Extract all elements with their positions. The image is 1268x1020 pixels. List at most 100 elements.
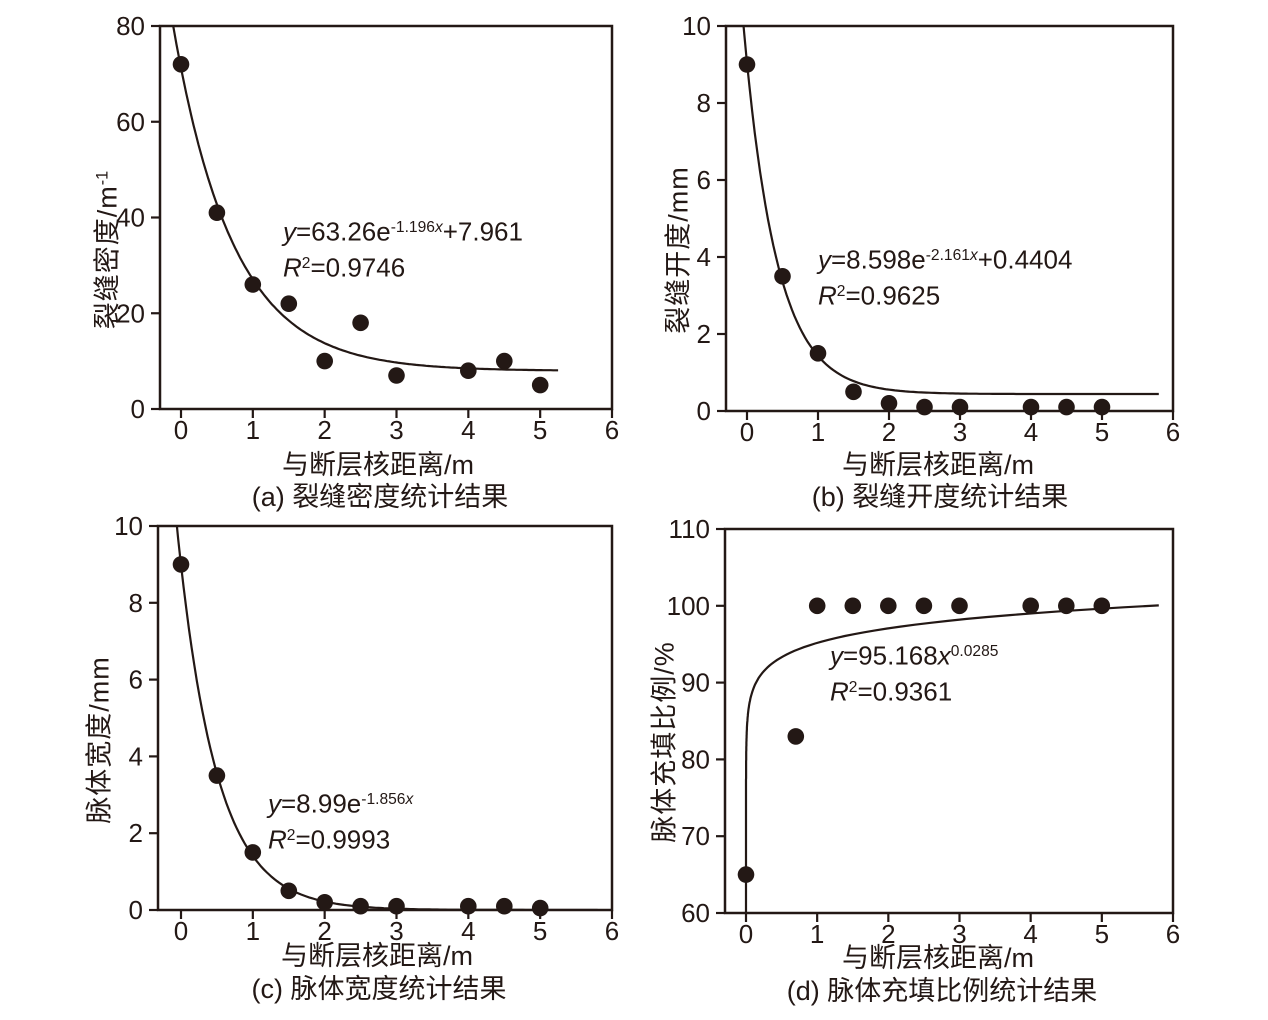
fit-r2: R2=0.9746 xyxy=(283,252,406,283)
x-axis-ticks-b: 0 1 2 3 4 5 6 xyxy=(740,411,1180,447)
panel-caption-a: (a) 裂缝密度统计结果 xyxy=(251,482,509,512)
data-point xyxy=(951,398,969,416)
x-tick-label: 5 xyxy=(1095,919,1109,949)
fit-curve-b xyxy=(742,26,1159,396)
y-tick-label: 2 xyxy=(129,818,143,848)
data-point xyxy=(1093,398,1111,416)
y-tick-label: 0 xyxy=(697,396,711,426)
y-tick-label: 4 xyxy=(129,741,143,771)
x-tick-label: 0 xyxy=(739,919,753,949)
x-tick-label: 4 xyxy=(461,415,475,445)
data-point xyxy=(531,899,549,917)
y-tick-label: 2 xyxy=(697,319,711,349)
data-point xyxy=(388,897,405,915)
data-point xyxy=(880,597,897,615)
y-tick-label: 60 xyxy=(681,898,710,928)
data-points-b xyxy=(738,56,1111,416)
y-axis-title-a: 裂缝密度/m-1 xyxy=(92,170,123,330)
x-axis-title-b: 与断层核距离/m xyxy=(842,450,1034,480)
fit-equation: y=8.99e-1.856x xyxy=(268,788,414,819)
fit-annotation-c: y=8.99e-1.856x R2=0.9993 xyxy=(268,784,413,855)
data-point xyxy=(460,897,477,915)
x-tick-label: 2 xyxy=(882,417,896,447)
y-tick-label: 80 xyxy=(681,744,710,774)
y-axis-title-c: 脉体宽度/mm xyxy=(84,656,115,824)
data-point xyxy=(280,295,298,313)
x-tick-label: 6 xyxy=(1166,919,1180,949)
x-tick-label: 0 xyxy=(174,916,188,946)
x-axis-ticks-a: 0 1 2 3 4 5 6 xyxy=(174,409,619,445)
data-point xyxy=(316,352,334,370)
x-tick-label: 3 xyxy=(389,916,403,946)
panel-d: 0 1 2 3 4 5 6 60 70 80 90 100 110 xyxy=(667,514,1181,949)
y-tick-label: 8 xyxy=(697,88,711,118)
data-point xyxy=(951,597,968,615)
x-tick-label: 2 xyxy=(317,916,331,946)
data-point xyxy=(352,897,369,915)
y-axis-ticks-b: 0 2 4 6 8 10 xyxy=(682,11,726,426)
data-point xyxy=(172,56,190,73)
x-tick-label: 4 xyxy=(461,916,475,946)
data-point xyxy=(208,767,226,784)
y-tick-label: 6 xyxy=(697,165,711,195)
y-tick-label: 80 xyxy=(116,11,145,41)
fit-equation: y=95.168x0.0285 xyxy=(830,640,999,671)
data-point xyxy=(1022,398,1040,416)
x-tick-label: 1 xyxy=(810,919,824,949)
y-tick-label: 70 xyxy=(681,821,710,851)
y-tick-label: 0 xyxy=(129,895,143,925)
x-tick-label: 4 xyxy=(1024,417,1038,447)
x-tick-label: 2 xyxy=(317,415,331,445)
fit-r2: R2=0.9361 xyxy=(830,676,953,707)
y-tick-label: 60 xyxy=(116,107,145,137)
data-point xyxy=(460,362,477,380)
y-axis-ticks-d: 60 70 80 90 100 110 xyxy=(667,514,725,928)
data-point xyxy=(916,398,933,416)
y-tick-label: 100 xyxy=(667,591,710,621)
x-tick-label: 1 xyxy=(811,417,825,447)
fit-equation: y=8.598e-2.161x+0.4404 xyxy=(818,244,1073,275)
x-tick-label: 3 xyxy=(952,919,966,949)
x-axis-title-a: 与断层核距离/m xyxy=(282,450,474,480)
fit-curve-a xyxy=(172,26,559,372)
data-point xyxy=(1022,597,1039,615)
x-tick-label: 1 xyxy=(246,916,260,946)
y-axis-title-b: 裂缝开度/mm xyxy=(663,166,694,334)
y-tick-label: 10 xyxy=(682,11,711,41)
data-point xyxy=(496,897,513,915)
panel-c: 0 1 2 3 4 5 6 0 2 4 6 8 10 xyxy=(114,511,619,946)
y-axis-title-d: 脉体充填比例/% xyxy=(649,641,680,843)
data-point xyxy=(915,597,933,615)
data-point xyxy=(808,597,826,615)
data-point xyxy=(352,314,369,332)
fit-annotation-d: y=95.168x0.0285 R2=0.9361 xyxy=(830,636,998,707)
data-point xyxy=(531,376,549,394)
data-points-d xyxy=(737,597,1111,883)
data-point xyxy=(172,556,190,573)
panel-b: 0 1 2 3 4 5 6 0 2 4 6 8 10 xyxy=(682,11,1180,447)
x-tick-label: 5 xyxy=(533,415,547,445)
data-points-a xyxy=(172,56,549,394)
data-point xyxy=(388,367,405,384)
y-tick-label: 90 xyxy=(681,668,710,698)
data-point xyxy=(208,204,226,221)
panel-caption-b: (b) 裂缝开度统计结果 xyxy=(811,482,1069,512)
plot-box-b xyxy=(724,24,1175,413)
data-point xyxy=(737,866,755,883)
x-tick-label: 2 xyxy=(881,919,895,949)
y-tick-label: 10 xyxy=(114,511,143,541)
x-axis-title-c: 与断层核距离/m xyxy=(281,941,473,971)
data-point xyxy=(316,894,334,911)
y-tick-label: 110 xyxy=(669,514,710,544)
y-tick-label: 8 xyxy=(129,588,143,618)
data-point xyxy=(1058,597,1075,615)
x-tick-label: 5 xyxy=(533,916,547,946)
fit-r2: R2=0.9625 xyxy=(818,280,941,311)
x-tick-label: 4 xyxy=(1023,919,1037,949)
data-point xyxy=(496,352,513,370)
plot-box-c xyxy=(156,524,614,912)
y-tick-label: 4 xyxy=(697,242,711,272)
y-tick-label: 6 xyxy=(129,665,143,695)
